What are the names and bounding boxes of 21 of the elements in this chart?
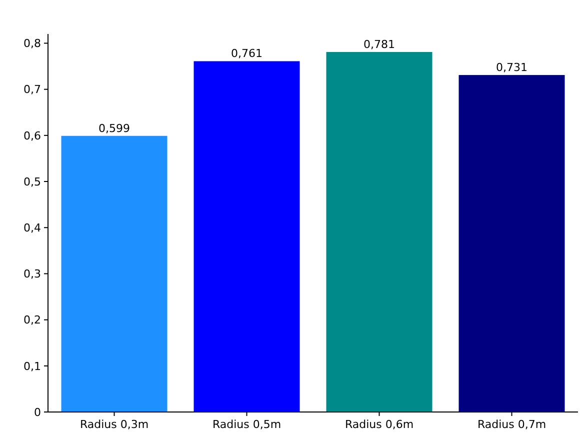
y-tick-label: 0,6 bbox=[24, 129, 41, 142]
x-tick-label: Radius 0,7m bbox=[477, 418, 546, 431]
data-label: 0,761 bbox=[231, 47, 262, 60]
y-tick-label: 0 bbox=[34, 406, 41, 419]
y-tick-label: 0,5 bbox=[24, 175, 41, 188]
y-tick-label: 0,3 bbox=[24, 268, 41, 281]
data-label: 0,731 bbox=[496, 61, 528, 74]
data-label: 0,599 bbox=[98, 122, 130, 135]
y-tick-label: 0,4 bbox=[24, 221, 41, 234]
data-label: 0,781 bbox=[364, 38, 395, 51]
x-tick-label: Radius 0,3m bbox=[80, 418, 149, 431]
bar bbox=[194, 61, 300, 412]
y-tick-label: 0,8 bbox=[24, 37, 41, 50]
x-tick-label: Radius 0,6m bbox=[344, 418, 414, 431]
bar bbox=[458, 75, 565, 412]
bar bbox=[61, 136, 168, 412]
bar bbox=[326, 52, 432, 412]
y-tick-label: 0,1 bbox=[24, 360, 41, 373]
y-tick-label: 0,2 bbox=[24, 314, 41, 327]
y-tick-label: 0,7 bbox=[24, 83, 41, 96]
x-tick-label: Radius 0,5m bbox=[212, 418, 282, 431]
